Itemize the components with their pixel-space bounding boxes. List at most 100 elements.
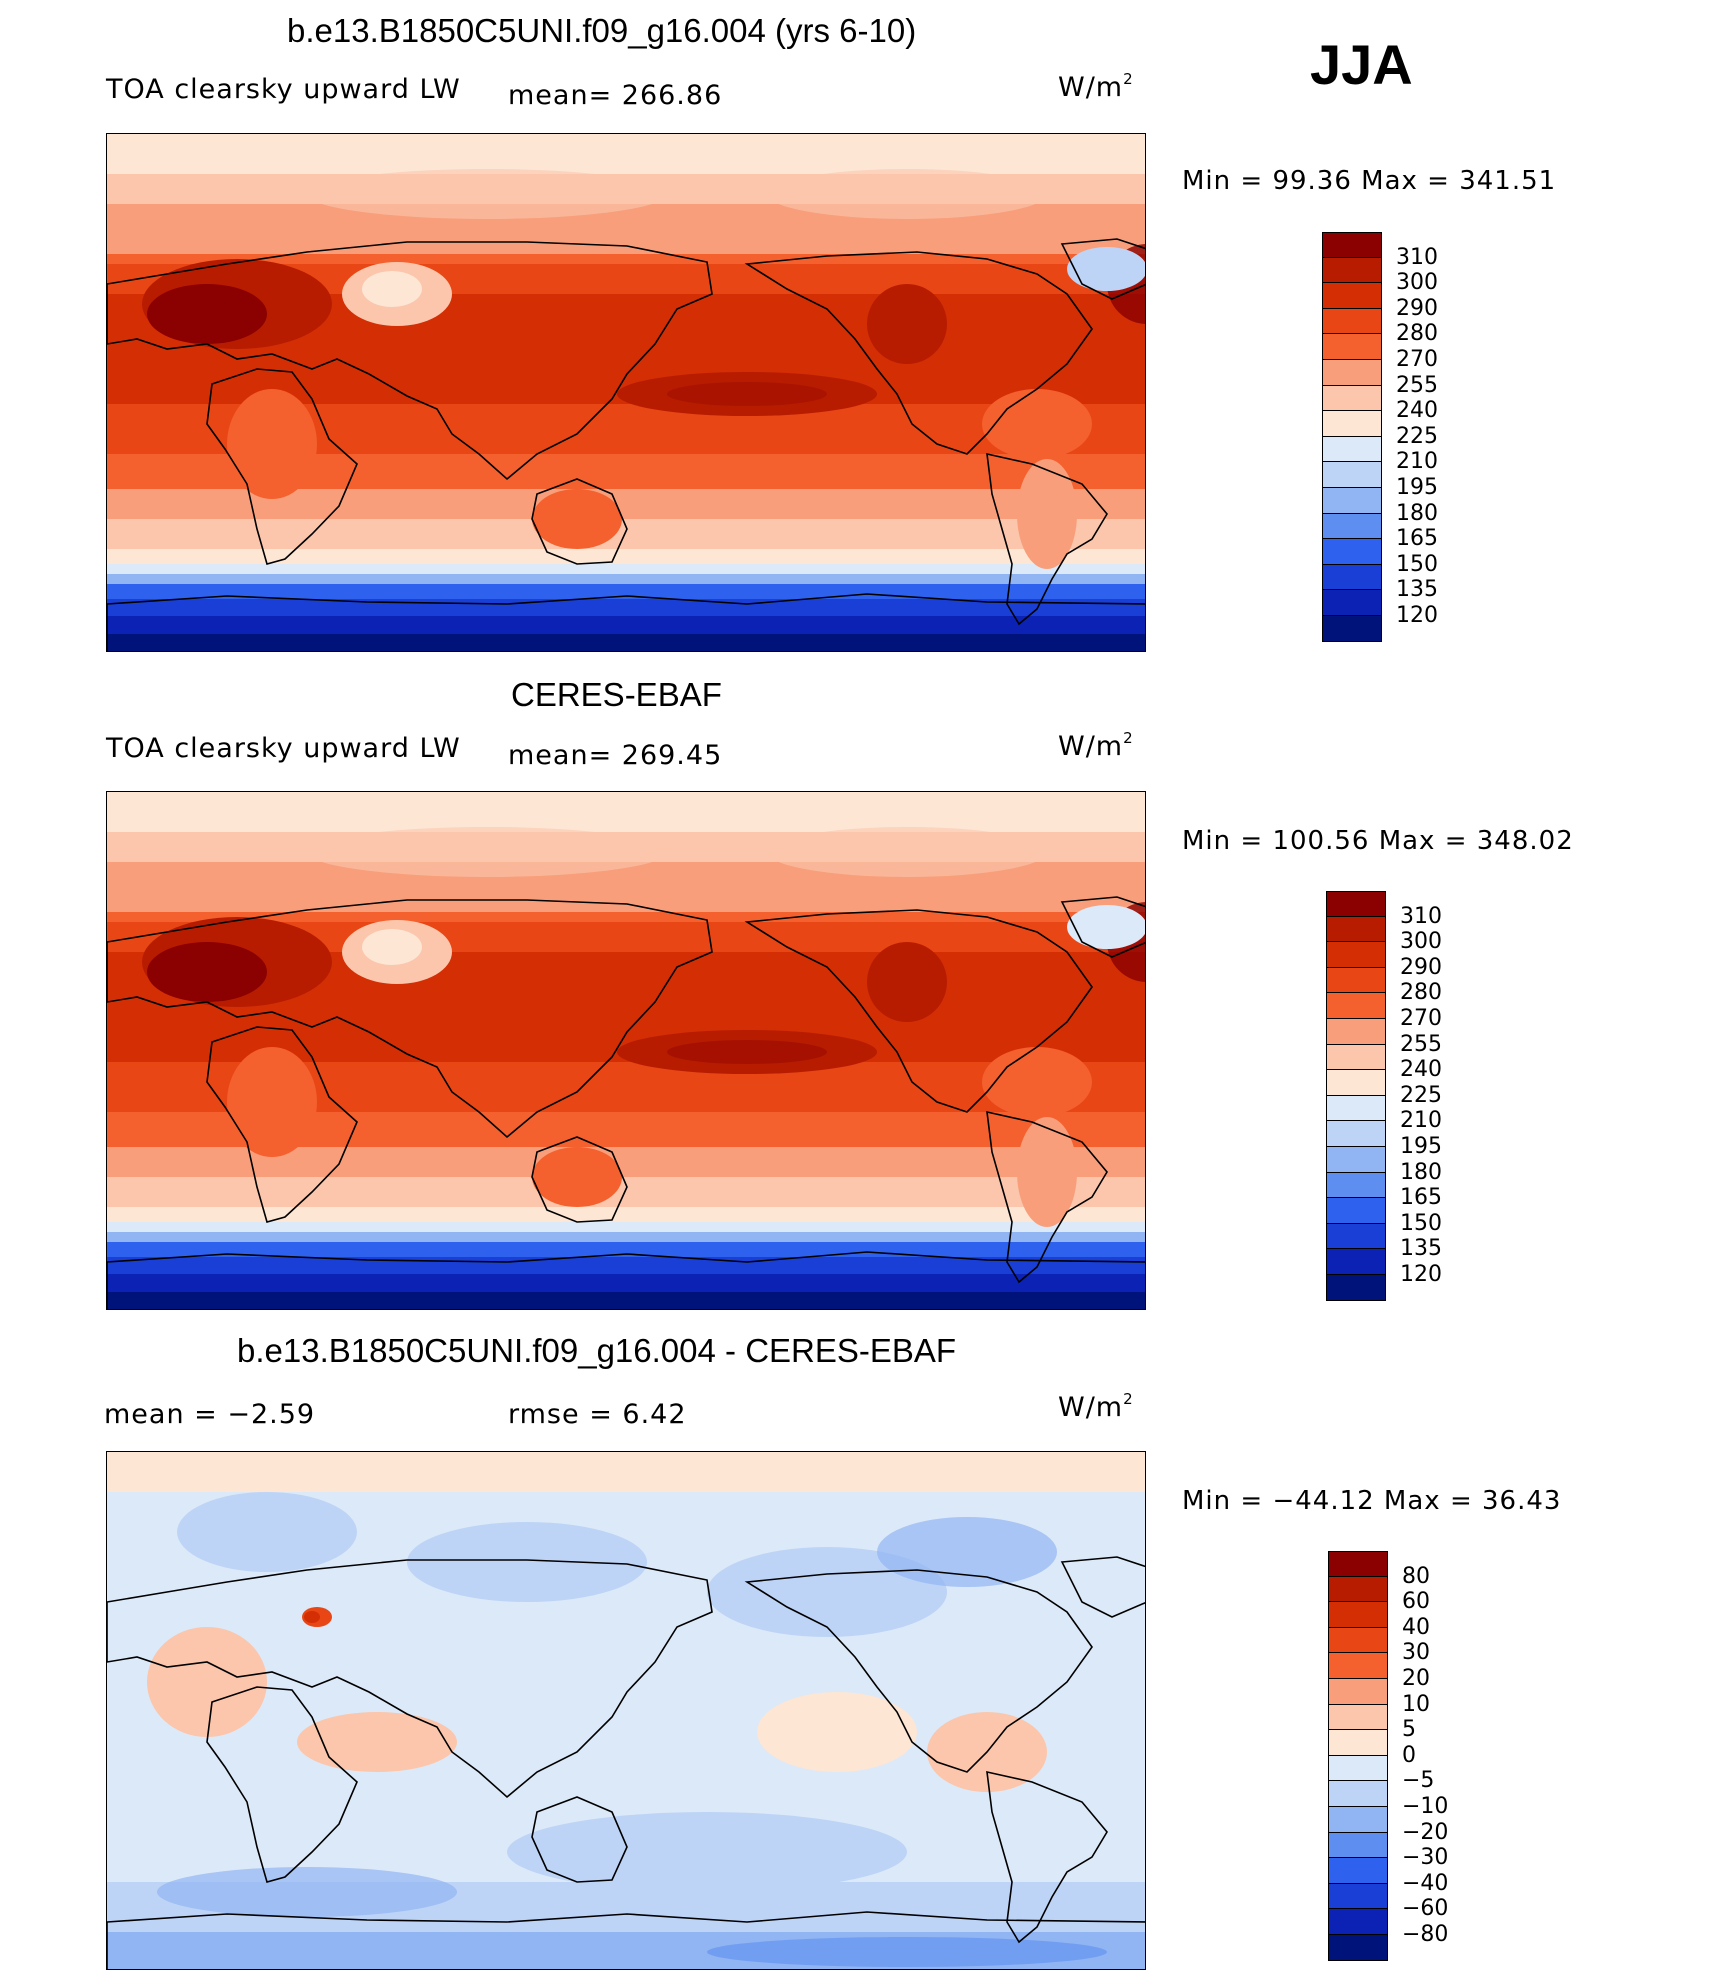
colorbar-tick-label: 225 xyxy=(1400,1082,1442,1108)
colorbar-swatch xyxy=(1322,385,1382,412)
colorbar-swatch xyxy=(1322,513,1382,540)
contour-region xyxy=(177,1492,357,1572)
colorbar-tick-label: −30 xyxy=(1402,1845,1449,1871)
contour-band xyxy=(107,1452,1145,1492)
coastline xyxy=(531,478,628,565)
colorbar-tick-label: 180 xyxy=(1400,1159,1442,1185)
field-label: TOA clearsky upward LW xyxy=(106,733,461,764)
contour-region xyxy=(147,284,267,344)
colorbar-swatch xyxy=(1322,257,1382,284)
colorbar-swatch xyxy=(1326,891,1386,917)
contour-region xyxy=(1067,247,1145,291)
colorbar-tick-label: 30 xyxy=(1402,1640,1430,1666)
contour-band xyxy=(107,1274,1145,1294)
colorbar-swatch xyxy=(1328,1576,1388,1603)
colorbar-swatch xyxy=(1322,308,1382,335)
contour-region xyxy=(307,169,667,219)
coastline xyxy=(986,452,1108,626)
colorbar-tick-label: −60 xyxy=(1402,1896,1449,1922)
mean-label: mean = −2.59 xyxy=(104,1399,316,1430)
colorbar-swatch xyxy=(1326,1249,1386,1275)
colorbar-tick-label: −10 xyxy=(1402,1794,1449,1819)
colorbar-tick-label: 270 xyxy=(1400,1006,1442,1031)
contour-region xyxy=(1017,459,1077,569)
coastline xyxy=(206,368,358,565)
season-label: JJA xyxy=(1310,33,1413,96)
coastline xyxy=(744,909,1093,1113)
units-label: W/m2 xyxy=(1058,70,1134,103)
contour-region xyxy=(667,1040,827,1064)
colorbar-tick-label: −80 xyxy=(1402,1922,1449,1947)
contour-region xyxy=(507,1812,907,1892)
contour-region xyxy=(362,271,422,307)
contour-region xyxy=(532,489,622,549)
contour-band xyxy=(107,574,1145,586)
colorbar-swatch xyxy=(1328,1679,1388,1705)
colorbar-tick-label: 255 xyxy=(1396,372,1438,398)
colorbar-swatch xyxy=(1326,1070,1386,1096)
coastline xyxy=(107,241,713,481)
colorbar: 80 60 40 30 20 10 5 0 −5 −10 −20 −30 −40 −60 −80 xyxy=(1328,1551,1448,1961)
colorbar: 310 300 290 280 270 255 240 225 210 195 180 165 150 1… xyxy=(1326,891,1442,1301)
colorbar-swatch xyxy=(1328,1935,1388,1961)
colorbar-swatch xyxy=(1326,916,1386,943)
contour-region xyxy=(707,1937,1107,1967)
mean-label: mean= 266.86 xyxy=(508,80,723,111)
colorbar-swatch xyxy=(1322,590,1382,616)
coastline xyxy=(531,1796,628,1883)
colorbar-tick-label: 5 xyxy=(1402,1717,1416,1743)
contour-region xyxy=(767,827,1047,877)
colorbar-tick-label: 10 xyxy=(1402,1691,1430,1717)
colorbar-tick-label: −5 xyxy=(1402,1768,1435,1794)
contour-region xyxy=(297,1712,457,1772)
colorbar-swatch xyxy=(1326,942,1386,968)
min-max-label: Min = 100.56 Max = 348.02 xyxy=(1182,826,1574,856)
contour-region xyxy=(982,389,1092,459)
colorbar-tick-label: 240 xyxy=(1396,398,1438,424)
coastline xyxy=(107,1559,713,1799)
colorbar-swatch xyxy=(1328,1602,1388,1628)
colorbar-tick-label: 300 xyxy=(1396,270,1438,296)
coastline xyxy=(107,593,1145,651)
coastline xyxy=(107,1911,1145,1969)
colorbar-tick-label: 135 xyxy=(1400,1236,1442,1262)
coastline xyxy=(1060,1556,1145,1618)
colorbar-tick-label: 60 xyxy=(1402,1589,1430,1615)
colorbar-tick-label: 165 xyxy=(1400,1185,1442,1211)
colorbar-tick-label: 310 xyxy=(1396,244,1438,270)
colorbar-swatch xyxy=(1326,1095,1386,1122)
colorbar-swatch xyxy=(1328,1730,1388,1756)
contour-region xyxy=(867,284,947,364)
global-map xyxy=(106,133,1146,652)
contour-band xyxy=(107,1257,1145,1277)
contour-region xyxy=(867,942,947,1022)
colorbar-tick-label: 300 xyxy=(1400,929,1442,955)
colorbar-swatch xyxy=(1328,1858,1388,1884)
contour-region xyxy=(707,1547,947,1637)
colorbar-tick-label: 165 xyxy=(1396,526,1438,552)
colorbar-tick-label: 210 xyxy=(1396,449,1438,475)
colorbar-tick-label: 290 xyxy=(1396,295,1438,321)
colorbar-swatch xyxy=(1326,1223,1386,1250)
colorbar-swatch xyxy=(1328,1704,1388,1731)
colorbar-swatch xyxy=(1328,1755,1388,1782)
colorbar-tick-label: 0 xyxy=(1402,1742,1416,1768)
contour-region xyxy=(667,382,827,406)
global-map xyxy=(106,1451,1146,1970)
panel-title: b.e13.B1850C5UNI.f09_g16.004 (yrs 6-10) xyxy=(287,12,917,49)
colorbar-swatch xyxy=(1328,1781,1388,1807)
rmse-label: rmse = 6.42 xyxy=(508,1399,687,1430)
contour-region xyxy=(307,827,667,877)
colorbar-tick-label: 270 xyxy=(1396,347,1438,372)
coastline xyxy=(531,1136,628,1223)
contour-band xyxy=(107,1232,1145,1244)
colorbar-swatch xyxy=(1322,232,1382,258)
colorbar-tick-label: −20 xyxy=(1402,1819,1449,1845)
contour-band xyxy=(107,616,1145,636)
panel-title: b.e13.B1850C5UNI.f09_g16.004 - CERES-EBA… xyxy=(237,1332,957,1369)
panel-title: CERES-EBAF xyxy=(511,676,722,713)
colorbar-swatch xyxy=(1322,411,1382,437)
colorbar-swatch xyxy=(1326,1147,1386,1173)
contour-region xyxy=(157,1867,457,1917)
contour-band xyxy=(107,634,1145,651)
